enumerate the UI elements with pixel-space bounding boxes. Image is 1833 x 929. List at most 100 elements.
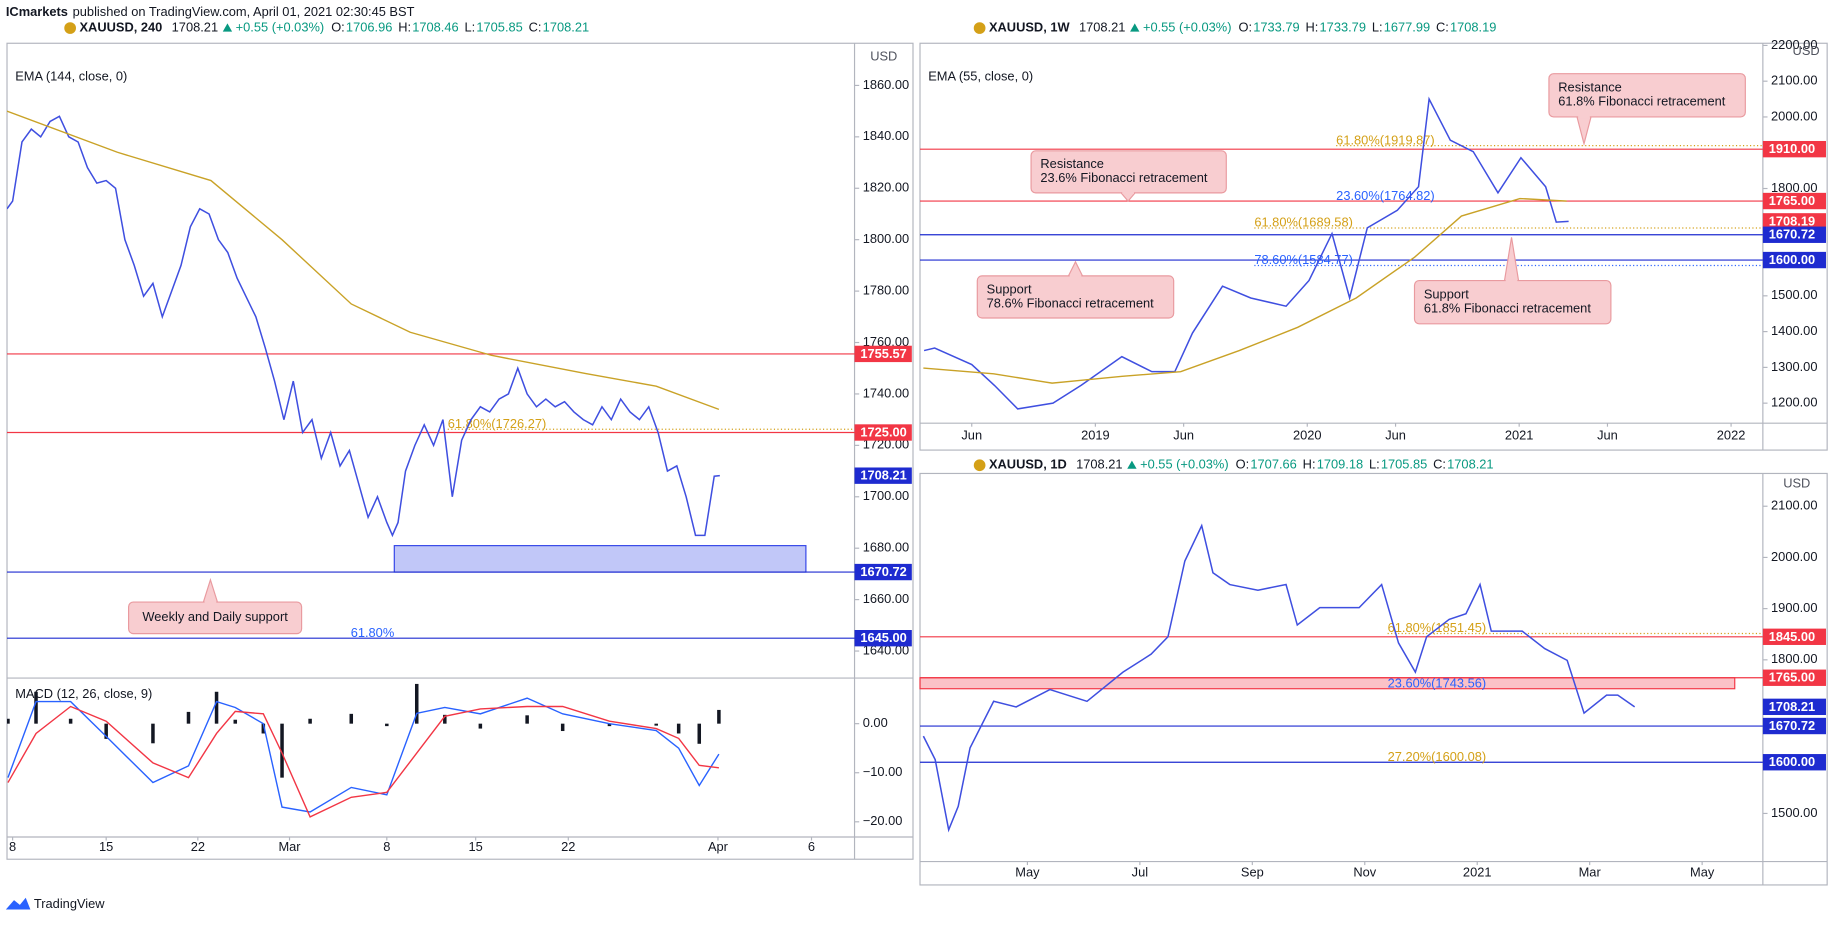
y-tick-label: −10.00 (863, 764, 903, 779)
brand: TradingView (34, 896, 105, 911)
last-price: 1708.21 (1079, 19, 1125, 34)
x-tick-label: 8 (9, 839, 16, 854)
x-tick-label: Sep (1241, 865, 1264, 880)
price-label: 1845.00 (1769, 629, 1815, 644)
y-tick-label: 1760.00 (863, 334, 909, 349)
up-arrow (1127, 460, 1137, 469)
histogram-bar (717, 709, 721, 724)
x-tick-label: 15 (469, 839, 483, 854)
price-label-box (1762, 698, 1826, 716)
price-label: 1670.72 (860, 564, 906, 579)
price-label: 1725.00 (860, 424, 906, 439)
y-tick-label: 1820.00 (863, 180, 909, 195)
callout-text: 61.8% Fibonacci retracement (1558, 94, 1725, 109)
macd-line (7, 705, 719, 818)
histogram-bar (607, 723, 612, 727)
price-label-box (854, 563, 912, 581)
callout-text: Support (987, 281, 1032, 296)
y-tick-label: 2100.00 (1771, 73, 1817, 88)
y-tick-label: −20.00 (863, 813, 903, 828)
ohlc-label: L: (1369, 457, 1380, 472)
fib-label: 61.80%(1851.45) (1388, 620, 1487, 635)
macd-line (7, 697, 720, 813)
ohlc-label: C: (1436, 19, 1449, 34)
ohlc-value: 1733.79 (1320, 19, 1366, 34)
callout-text: 78.6% Fibonacci retracement (987, 295, 1154, 310)
y-tick-label: 2100.00 (1771, 498, 1817, 513)
price-label-box (1762, 754, 1826, 771)
histogram-bar (280, 723, 284, 778)
histogram-bar (308, 718, 312, 724)
x-tick-label: May (1015, 865, 1040, 880)
price-change: +0.55 (+0.03%) (1143, 19, 1232, 34)
y-tick-label: 2000.00 (1771, 108, 1817, 123)
ohlc-value: 1708.19 (1450, 19, 1496, 34)
y-tick-label: 1780.00 (863, 282, 909, 297)
price-label: 1600.00 (1769, 252, 1815, 267)
price-change: +0.55 (+0.03%) (1140, 457, 1229, 472)
chart-symbol: XAUUSD, 240 (79, 19, 162, 34)
price-label-box (854, 467, 912, 484)
price-label: 1670.72 (1769, 227, 1815, 242)
histogram-bar (443, 714, 447, 724)
y-tick-label: 2000.00 (1771, 549, 1817, 564)
price-label: 1600.00 (1769, 754, 1815, 769)
price-change: +0.55 (+0.03%) (236, 19, 325, 34)
ohlc-value: 1709.18 (1317, 457, 1363, 472)
chart-symbol: XAUUSD, 1W (989, 19, 1071, 34)
price-label: 1708.19 (1769, 213, 1815, 228)
histogram-bar (7, 718, 10, 724)
x-tick-label: 2021 (1505, 427, 1534, 442)
price-label: 1670.72 (1769, 718, 1815, 733)
histogram-bar (654, 723, 658, 726)
histogram-bar (697, 723, 702, 744)
y-tick-label: 1700.00 (863, 488, 909, 503)
ohlc-value: 1708.46 (412, 19, 458, 34)
callout-text: 61.8% Fibonacci retracement (1424, 301, 1591, 316)
price-label-box (1762, 669, 1826, 686)
callout-text: Support (1424, 287, 1469, 302)
publisher: ICmarkets (6, 4, 68, 19)
price-label: 1645.00 (860, 630, 906, 645)
x-tick-label: 2020 (1293, 427, 1322, 442)
last-price: 1708.21 (1076, 457, 1122, 472)
ema-line (923, 197, 1567, 384)
x-tick-label: 22 (191, 839, 205, 854)
x-tick-label: Mar (1579, 865, 1602, 880)
fib-label: 61.80%(1726.27) (448, 416, 547, 431)
histogram-bar (233, 719, 238, 724)
ohlc-label: H: (1306, 19, 1319, 34)
chart-panel: 1500.001600.001700.001800.001900.002000.… (919, 457, 1828, 886)
symbol-logo (973, 459, 986, 472)
x-tick-label: Jul (1132, 865, 1148, 880)
ema-line (7, 110, 720, 411)
ohlc-value: 1705.85 (1381, 457, 1427, 472)
y-tick-label: 1400.00 (1771, 323, 1817, 338)
x-tick-label: 2021 (1463, 865, 1492, 880)
callout-tail-join (1122, 191, 1134, 195)
price-label: 1910.00 (1769, 141, 1815, 156)
chart-symbol: XAUUSD, 1D (989, 457, 1067, 472)
x-tick-label: 2019 (1081, 427, 1110, 442)
fib-label: 23.60%(1764.82) (1336, 188, 1435, 203)
ohlc-value: 1705.85 (476, 19, 522, 34)
price-label: 1765.00 (1769, 670, 1815, 685)
ohlc-value: 1677.99 (1384, 19, 1430, 34)
ohlc-value: 1708.21 (1447, 457, 1493, 472)
y-tick-label: 1680.00 (863, 540, 909, 555)
x-tick-label: Mar (278, 839, 301, 854)
price-label: 1755.57 (860, 346, 906, 361)
y-tick-label: 1200.00 (1771, 395, 1817, 410)
fib-label: 61.80%(1919.87) (1336, 132, 1435, 147)
publish-text: published on TradingView.com, April 01, … (73, 4, 415, 19)
histogram-bar (525, 715, 529, 724)
callout-box (1548, 73, 1746, 118)
x-tick-label: Jun (1173, 427, 1194, 442)
price-label-box (1762, 192, 1826, 210)
price-label-box (854, 424, 912, 441)
y-tick-label: 2200.00 (1771, 37, 1817, 52)
currency-label: USD (870, 49, 897, 64)
price-label-box (854, 629, 912, 647)
